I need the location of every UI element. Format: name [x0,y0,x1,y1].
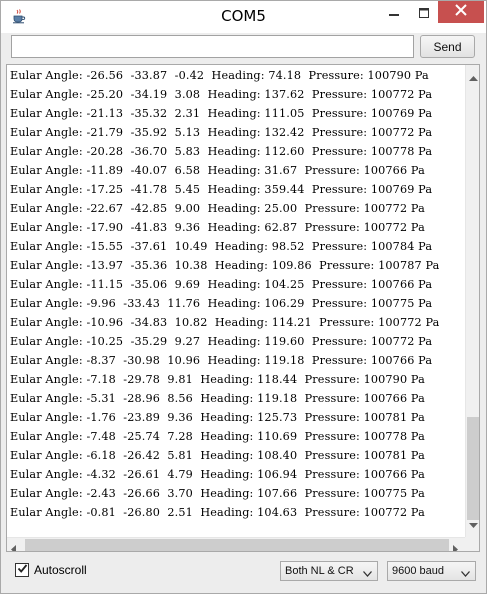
output-line: Eular Angle: -11.89 -40.07 6.58 Heading:… [10,164,425,177]
output-line: Eular Angle: -22.67 -42.85 9.00 Heading:… [10,202,425,215]
serial-input[interactable] [11,35,414,58]
scroll-down-icon[interactable] [469,516,478,534]
output-line: Eular Angle: -6.18 -26.42 5.81 Heading: … [10,449,425,462]
output-line: Eular Angle: -21.13 -35.32 2.31 Heading:… [10,107,433,120]
output-line: Eular Angle: -13.97 -35.36 10.38 Heading… [10,259,440,272]
output-line: Eular Angle: -11.15 -35.06 9.69 Heading:… [10,278,433,291]
vertical-scrollbar[interactable] [465,65,479,537]
output-line: Eular Angle: -7.18 -29.78 9.81 Heading: … [10,373,425,386]
vertical-scroll-thumb[interactable] [467,417,479,520]
output-line: Eular Angle: -17.25 -41.78 5.45 Heading:… [10,183,433,196]
maximize-button[interactable] [409,2,439,26]
autoscroll-label: Autoscroll [34,563,87,577]
minimize-button[interactable] [379,2,409,26]
close-button[interactable] [438,1,484,23]
window-title: COM5 [221,7,266,25]
line-ending-value: Both NL & CR [285,565,354,577]
output-line: Eular Angle: -9.96 -33.43 11.76 Heading:… [10,297,433,310]
output-line: Eular Angle: -21.79 -35.92 5.13 Heading:… [10,126,433,139]
chevron-down-icon [363,568,372,580]
serial-output[interactable]: Eular Angle: -26.56 -33.87 -0.42 Heading… [6,64,480,552]
output-line: Eular Angle: -5.31 -28.96 8.56 Heading: … [10,392,425,405]
scroll-left-icon[interactable] [10,541,16,551]
output-line: Eular Angle: -8.37 -30.98 10.96 Heading:… [10,354,433,367]
scroll-right-icon[interactable] [453,541,459,551]
output-line: Eular Angle: -1.76 -23.89 9.36 Heading: … [10,411,425,424]
checkmark-icon [17,563,28,577]
output-line: Eular Angle: -4.32 -26.61 4.79 Heading: … [10,468,425,481]
output-lines: Eular Angle: -26.56 -33.87 -0.42 Heading… [10,66,462,522]
baud-rate-select[interactable]: 9600 baud [387,561,476,581]
output-line: Eular Angle: -10.25 -35.29 9.27 Heading:… [10,335,433,348]
output-line: Eular Angle: -25.20 -34.19 3.08 Heading:… [10,88,433,101]
output-line: Eular Angle: -26.56 -33.87 -0.42 Heading… [10,69,429,82]
horizontal-scroll-thumb[interactable] [25,539,449,551]
output-line: Eular Angle: -2.43 -26.66 3.70 Heading: … [10,487,425,500]
output-line: Eular Angle: -20.28 -36.70 5.83 Heading:… [10,145,433,158]
scroll-up-icon[interactable] [469,68,478,86]
output-line: Eular Angle: -15.55 -37.61 10.49 Heading… [10,240,433,253]
output-line: Eular Angle: -10.96 -34.83 10.82 Heading… [10,316,440,329]
minimize-icon [389,5,399,23]
autoscroll-checkbox[interactable] [15,563,29,577]
baud-rate-value: 9600 baud [392,565,444,577]
horizontal-scrollbar[interactable] [7,537,479,551]
output-line: Eular Angle: -17.90 -41.83 9.36 Heading:… [10,221,425,234]
maximize-icon [419,5,429,23]
scrollbar-corner [465,537,479,551]
status-bar: Autoscroll Both NL & CR 9600 baud [1,556,486,588]
output-line: Eular Angle: -0.81 -26.80 2.51 Heading: … [10,506,425,519]
line-ending-select[interactable]: Both NL & CR [280,561,378,581]
send-toolbar: Send [1,33,486,63]
chevron-down-icon [461,568,470,580]
send-button[interactable]: Send [420,35,475,58]
java-cup-icon [11,8,27,24]
close-icon [455,3,467,21]
title-bar[interactable]: COM5 [1,1,486,33]
output-line: Eular Angle: -7.48 -25.74 7.28 Heading: … [10,430,425,443]
autoscroll-toggle[interactable]: Autoscroll [15,563,87,577]
